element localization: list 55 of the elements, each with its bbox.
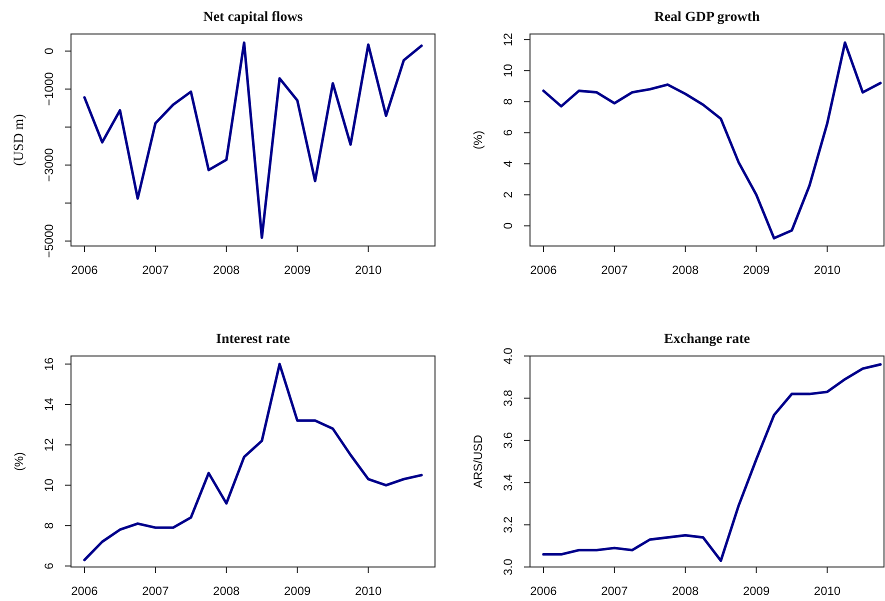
x-tick-label: 2006 (71, 263, 98, 277)
x-tick-label: 2007 (142, 584, 170, 598)
x-tick-label: 2010 (814, 263, 841, 277)
x-tick-label: 2006 (530, 263, 558, 277)
y-tick-label: 10 (501, 64, 515, 78)
y-tick-label: 4.0 (501, 347, 515, 364)
x-tick-label: 2007 (601, 263, 628, 277)
x-tick-label: 2009 (742, 263, 770, 277)
chart-title: Exchange rate (664, 332, 750, 347)
y-axis-title: ARS/USD (471, 434, 485, 488)
y-tick-label: 3.8 (501, 390, 515, 407)
x-tick-label: 2008 (672, 263, 700, 277)
y-tick-label: 2 (501, 191, 515, 198)
y-tick-label: 4 (501, 160, 515, 168)
y-tick-label: 3.2 (501, 516, 515, 534)
x-tick-label: 2006 (71, 584, 98, 598)
line-series (83, 362, 423, 562)
y-tick-label: 6 (42, 562, 56, 570)
y-tick-label: 16 (42, 357, 56, 371)
y-tick-label: 0 (501, 222, 515, 230)
y-tick-label: 14 (42, 397, 56, 412)
y-tick-label: 12 (501, 32, 515, 46)
x-tick-label: 2010 (354, 584, 382, 598)
x-tick-label: 2009 (284, 263, 312, 277)
y-tick-label: 6 (501, 129, 515, 136)
y-tick-label: 3.0 (501, 558, 515, 576)
x-tick-label: 2007 (601, 584, 628, 598)
x-tick-label: 2010 (814, 584, 841, 598)
x-tick-label: 2006 (530, 584, 558, 598)
x-tick-label: 2007 (142, 263, 170, 277)
chart-title: Interest rate (216, 332, 290, 347)
x-tick-label: 2009 (742, 584, 770, 598)
line-series (542, 41, 882, 240)
y-tick-label: 12 (42, 438, 56, 452)
y-tick-label: 8 (42, 522, 56, 529)
y-tick-label: −1000 (42, 72, 56, 106)
chart-title: Real GDP growth (654, 10, 760, 25)
line-series (83, 41, 423, 239)
chart-title: Net capital flows (203, 10, 304, 25)
x-tick-label: 2010 (354, 263, 382, 277)
x-tick-label: 2008 (213, 263, 240, 277)
y-tick-label: 10 (42, 478, 56, 492)
y-tick-label: −5000 (42, 224, 56, 258)
y-tick-label: 3.6 (501, 432, 515, 449)
x-tick-label: 2008 (672, 584, 700, 598)
y-axis-title: (%) (471, 130, 485, 150)
y-tick-label: −3000 (42, 148, 56, 182)
y-axis-title: (USD m) (12, 114, 27, 166)
x-tick-label: 2008 (213, 584, 240, 598)
y-tick-label: 0 (42, 47, 56, 54)
line-series (542, 363, 882, 562)
y-tick-label: 3.4 (501, 474, 515, 491)
y-axis-title: (%) (12, 452, 26, 471)
y-tick-label: 8 (501, 98, 515, 106)
x-tick-label: 2009 (284, 584, 312, 598)
